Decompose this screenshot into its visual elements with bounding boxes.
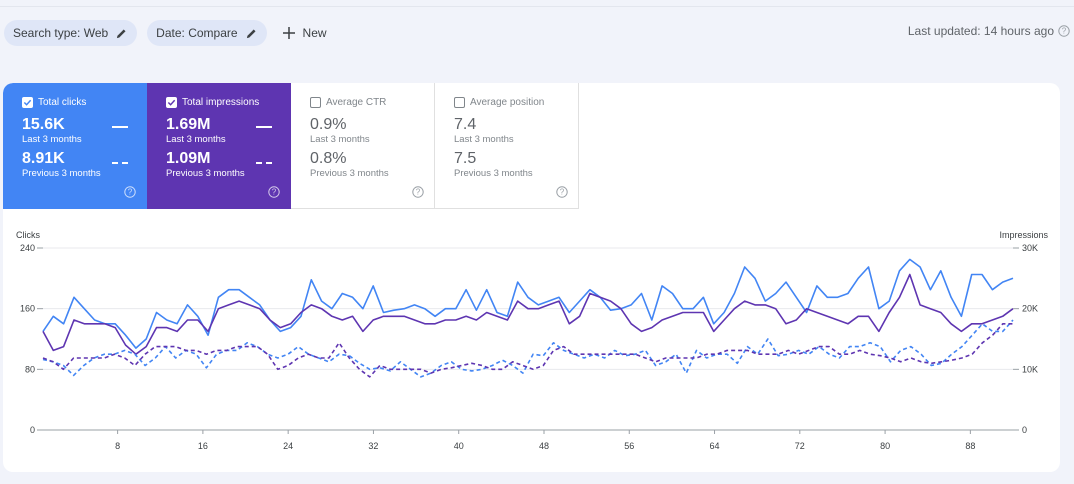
help-icon[interactable]: ? [412, 186, 424, 198]
series-line-0 [42, 258, 1014, 349]
y-left-axis-title: Clicks [16, 230, 40, 240]
svg-text:?: ? [416, 188, 421, 197]
x-tick-label: 16 [198, 441, 208, 451]
pencil-icon [117, 28, 126, 38]
series-line-3 [42, 323, 1013, 378]
total-clicks-tile[interactable]: Total clicks 15.6K Last 3 months 8.91K P… [3, 83, 147, 209]
pencil-icon [246, 28, 256, 38]
filter-bar: Search type: Web Date: Compare New [4, 20, 327, 46]
impressions-current-label: Last 3 months [166, 134, 226, 145]
dashed-line-legend [112, 162, 128, 164]
ctr-previous-value: 0.8% [310, 150, 347, 167]
clicks-current-label: Last 3 months [22, 134, 82, 145]
y-right-tick-label: 20K [1022, 304, 1038, 314]
svg-text:?: ? [1062, 27, 1067, 36]
ctr-previous-label: Previous 3 months [310, 168, 389, 179]
clicks-checkbox[interactable] [22, 97, 33, 108]
performance-card: Total clicks 15.6K Last 3 months 8.91K P… [3, 83, 1060, 472]
date-chip[interactable]: Date: Compare [147, 20, 267, 46]
new-label: New [302, 26, 327, 40]
impressions-checkbox[interactable] [166, 97, 177, 108]
clicks-current-value: 15.6K [22, 116, 65, 133]
x-tick-label: 48 [539, 441, 549, 451]
plus-icon [282, 27, 295, 39]
solid-line-legend [112, 126, 128, 128]
y-right-tick-label: 10K [1022, 364, 1038, 374]
search-type-chip[interactable]: Search type: Web [4, 20, 138, 46]
last-updated-text: Last updated: 14 hours ago [907, 24, 1054, 38]
position-checkbox[interactable] [454, 97, 465, 108]
y-left-tick-label: 0 [30, 425, 35, 435]
position-previous-value: 7.5 [454, 150, 477, 167]
impressions-previous-label: Previous 3 months [166, 168, 245, 179]
y-left-tick-label: 240 [20, 243, 35, 253]
x-tick-label: 80 [880, 441, 890, 451]
x-tick-label: 64 [710, 441, 720, 451]
clicks-previous-label: Previous 3 months [22, 168, 101, 179]
help-icon[interactable]: ? [556, 186, 568, 198]
total-impressions-tile[interactable]: Total impressions 1.69M Last 3 months 1.… [147, 83, 291, 209]
chart-grid [43, 247, 1013, 431]
position-current-value: 7.4 [454, 116, 477, 133]
clicks-previous-value: 8.91K [22, 150, 65, 167]
x-tick-label: 40 [454, 441, 464, 451]
dashed-line-legend [256, 162, 272, 164]
search-type-label: Search type: Web [13, 26, 109, 40]
x-tick-label: 56 [624, 441, 634, 451]
top-divider [0, 6, 1074, 7]
x-tick-label: 32 [368, 441, 378, 451]
chart-axes: 0 0 80 10K 160 20K 240 30K 8 16 24 32 40 48 56 64 72 80 88 [20, 243, 1038, 451]
svg-text:?: ? [272, 188, 277, 197]
clicks-title: Total clicks [38, 97, 87, 108]
ctr-title: Average CTR [326, 97, 387, 108]
metric-tiles: Total clicks 15.6K Last 3 months 8.91K P… [3, 83, 579, 209]
new-filter-button[interactable]: New [277, 26, 327, 40]
help-icon[interactable]: ? [1058, 25, 1070, 37]
x-tick-label: 88 [965, 441, 975, 451]
ctr-current-label: Last 3 months [310, 134, 370, 145]
position-previous-label: Previous 3 months [454, 168, 533, 179]
impressions-current-value: 1.69M [166, 116, 211, 133]
check-icon [167, 99, 176, 106]
last-updated: Last updated: 14 hours ago ? [908, 24, 1070, 38]
impressions-title: Total impressions [182, 97, 260, 108]
position-title: Average position [470, 97, 545, 108]
y-right-axis-title: Impressions [999, 230, 1048, 240]
impressions-previous-value: 1.09M [166, 150, 211, 167]
chart-series [42, 258, 1014, 378]
performance-chart[interactable]: 0 0 80 10K 160 20K 240 30K 8 16 24 32 40 48 56 64 72 80 88… [3, 83, 1060, 472]
help-icon[interactable]: ? [268, 186, 280, 198]
x-tick-label: 72 [795, 441, 805, 451]
check-icon [23, 99, 32, 106]
average-ctr-tile[interactable]: Average CTR 0.9% Last 3 months 0.8% Prev… [291, 83, 435, 209]
position-current-label: Last 3 months [454, 134, 514, 145]
average-position-tile[interactable]: Average position 7.4 Last 3 months 7.5 P… [435, 83, 579, 209]
y-right-tick-label: 30K [1022, 243, 1038, 253]
y-left-tick-label: 160 [20, 304, 35, 314]
y-left-tick-label: 80 [25, 364, 35, 374]
y-right-tick-label: 0 [1022, 425, 1027, 435]
x-tick-label: 8 [115, 441, 120, 451]
date-label: Date: Compare [156, 26, 238, 40]
series-line-1 [42, 273, 1014, 356]
svg-text:?: ? [560, 188, 565, 197]
svg-text:?: ? [128, 188, 133, 197]
series-line-2 [42, 319, 1014, 378]
ctr-checkbox[interactable] [310, 97, 321, 108]
ctr-current-value: 0.9% [310, 116, 347, 133]
x-tick-label: 24 [283, 441, 293, 451]
solid-line-legend [256, 126, 272, 128]
help-icon[interactable]: ? [124, 186, 136, 198]
